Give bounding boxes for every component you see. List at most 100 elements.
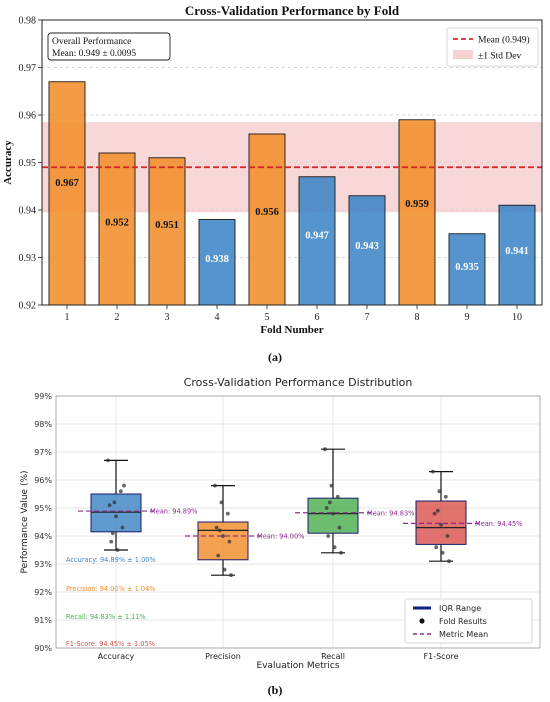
chart-b-mean-label: Mean: 94.89% (150, 508, 197, 516)
chart-a-y-tick-label: 0.98 (19, 16, 37, 27)
chart-b-y-tick-label: 91% (34, 616, 52, 625)
chart-b-fold-point (447, 559, 451, 564)
chart-b-frame (55, 395, 541, 649)
chart-a-y-axis-label: Accuracy (2, 140, 14, 185)
chart-a-y-tick-label: 0.97 (19, 63, 37, 74)
chart-a-legend-mean-label: Mean (0.949) (478, 35, 530, 46)
chart-a-value-label: 0.951 (155, 220, 179, 231)
chart-b-fold-point (214, 525, 219, 530)
chart-a-x-tick-label: 1 (65, 312, 70, 323)
chart-b-fold-point (213, 483, 217, 488)
chart-a-value-label: 0.956 (255, 207, 279, 218)
chart-b-fold-point (107, 503, 112, 508)
chart-b-fold-point (229, 573, 233, 578)
chart-a-value-label: 0.938 (205, 254, 229, 265)
chart-b-fold-point (110, 531, 115, 536)
chart-b-fold-point (323, 447, 327, 452)
chart-b-y-tick-label: 98% (34, 420, 52, 429)
chart-b-y-axis-label: Performance Value (%) (20, 470, 30, 573)
chart-b-box (197, 521, 249, 561)
chart-a-legend-std-label: ±1 Std Dev (478, 52, 521, 62)
chart-b-y-tick-label: 97% (34, 448, 52, 457)
chart-a-bar (98, 152, 136, 306)
chart-a-x-tick-label: 10 (512, 312, 522, 323)
chart-a-bar (498, 204, 536, 306)
chart-a-value-label: 0.947 (305, 230, 329, 241)
chart-a-x-axis-label: Fold Number (260, 324, 323, 336)
chart-a-y-tick-label: 0.95 (19, 158, 37, 169)
chart-b-fold-point (219, 500, 224, 505)
chart-a-bar (198, 219, 236, 306)
chart-b-x-tick-label: F1-Score (424, 652, 459, 661)
chart-a-x-tick-label: 5 (265, 312, 270, 323)
chart-a-y-tick-label: 0.93 (19, 253, 37, 264)
chart-b-fold-point (329, 483, 334, 488)
chart-a-bar (448, 233, 486, 306)
chart-a-bar (148, 157, 186, 306)
chart-b-fold-point (339, 550, 343, 555)
box-plot-panel: Cross-Validation Performance Distributio… (20, 376, 541, 697)
chart-a-value-label: 0.935 (455, 262, 479, 273)
chart-b-summary-label: Accuracy: 94.89% ± 1.00% (66, 556, 156, 564)
chart-b-y-tick-label: 95% (34, 504, 52, 513)
chart-b-fold-point (122, 483, 126, 488)
chart-b-legend-label: IQR Range (439, 604, 481, 613)
chart-a-annotation-line: Overall Performance (52, 36, 131, 47)
chart-b-legend-label: Fold Results (439, 617, 487, 626)
chart-a-annotation-line: Mean: 0.949 ± 0.0095 (52, 49, 136, 59)
chart-b-fold-point (114, 514, 118, 519)
chart-b-y-tick-label: 94% (34, 532, 52, 541)
chart-b-fold-point (222, 567, 227, 572)
chart-b-summary-label: Recall: 94.83% ± 1.11% (66, 613, 146, 621)
chart-b-fold-point (216, 553, 221, 558)
chart-b-y-tick-label: 99% (34, 392, 52, 401)
chart-b-fold-point (332, 545, 337, 550)
chart-a-value-label: 0.941 (505, 246, 529, 257)
chart-b-legend-point-swatch (419, 618, 425, 624)
chart-b-summary-label: Precision: 94.00% ± 1.04% (66, 585, 156, 593)
chart-b-title: Cross-Validation Performance Distributio… (184, 376, 413, 389)
chart-b-fold-point (327, 500, 332, 505)
panel-label-a: (a) (268, 350, 282, 364)
chart-a-value-label: 0.959 (405, 199, 429, 210)
chart-a-x-tick-label: 7 (365, 312, 370, 323)
chart-b-fold-point (337, 525, 342, 530)
chart-b-fold-point (217, 528, 222, 533)
chart-a-value-label: 0.967 (55, 178, 79, 189)
chart-a-x-tick-label: 8 (415, 312, 420, 323)
chart-a-title: Cross-Validation Performance by Fold (185, 3, 400, 18)
chart-b-box (415, 500, 467, 545)
chart-a-bar (298, 176, 336, 306)
chart-b-mean-label: Mean: 94.83% (367, 509, 414, 517)
chart-b-fold-point (432, 511, 437, 516)
chart-b-summary-label: F1-Score: 94.45% ± 1.05% (66, 640, 155, 648)
chart-b-fold-point (443, 494, 448, 499)
chart-b-fold-point (225, 511, 230, 516)
chart-b-y-tick-label: 92% (34, 588, 52, 597)
chart-b-fold-point (115, 548, 120, 552)
chart-b-fold-point (437, 489, 442, 494)
chart-b-fold-point (221, 534, 225, 538)
chart-a-x-tick-label: 4 (215, 312, 220, 323)
chart-a-bar (348, 195, 386, 306)
chart-b-fold-point (120, 525, 125, 530)
chart-b-fold-point (324, 506, 329, 510)
chart-b-x-axis-label: Evaluation Metrics (256, 661, 339, 671)
chart-b-box (307, 497, 359, 534)
chart-b-fold-point (326, 534, 331, 538)
chart-b-fold-point (335, 494, 340, 499)
chart-b-fold-point (112, 500, 117, 505)
chart-b-fold-point (331, 511, 335, 516)
chart-b-fold-point (440, 550, 445, 555)
chart-b-fold-point (435, 508, 440, 513)
chart-b-y-tick-label: 96% (34, 476, 52, 485)
chart-a-annotation-box (47, 32, 171, 61)
chart-a-x-tick-label: 6 (315, 312, 320, 323)
chart-b-fold-point (109, 539, 114, 544)
chart-b-x-tick-label: Precision (205, 652, 241, 661)
chart-a-y-tick-label: 0.92 (19, 301, 37, 312)
chart-b-mean-label: Mean: 94.00% (257, 533, 304, 541)
chart-a-frame (41, 19, 543, 306)
chart-b-y-tick-label: 93% (34, 560, 52, 569)
